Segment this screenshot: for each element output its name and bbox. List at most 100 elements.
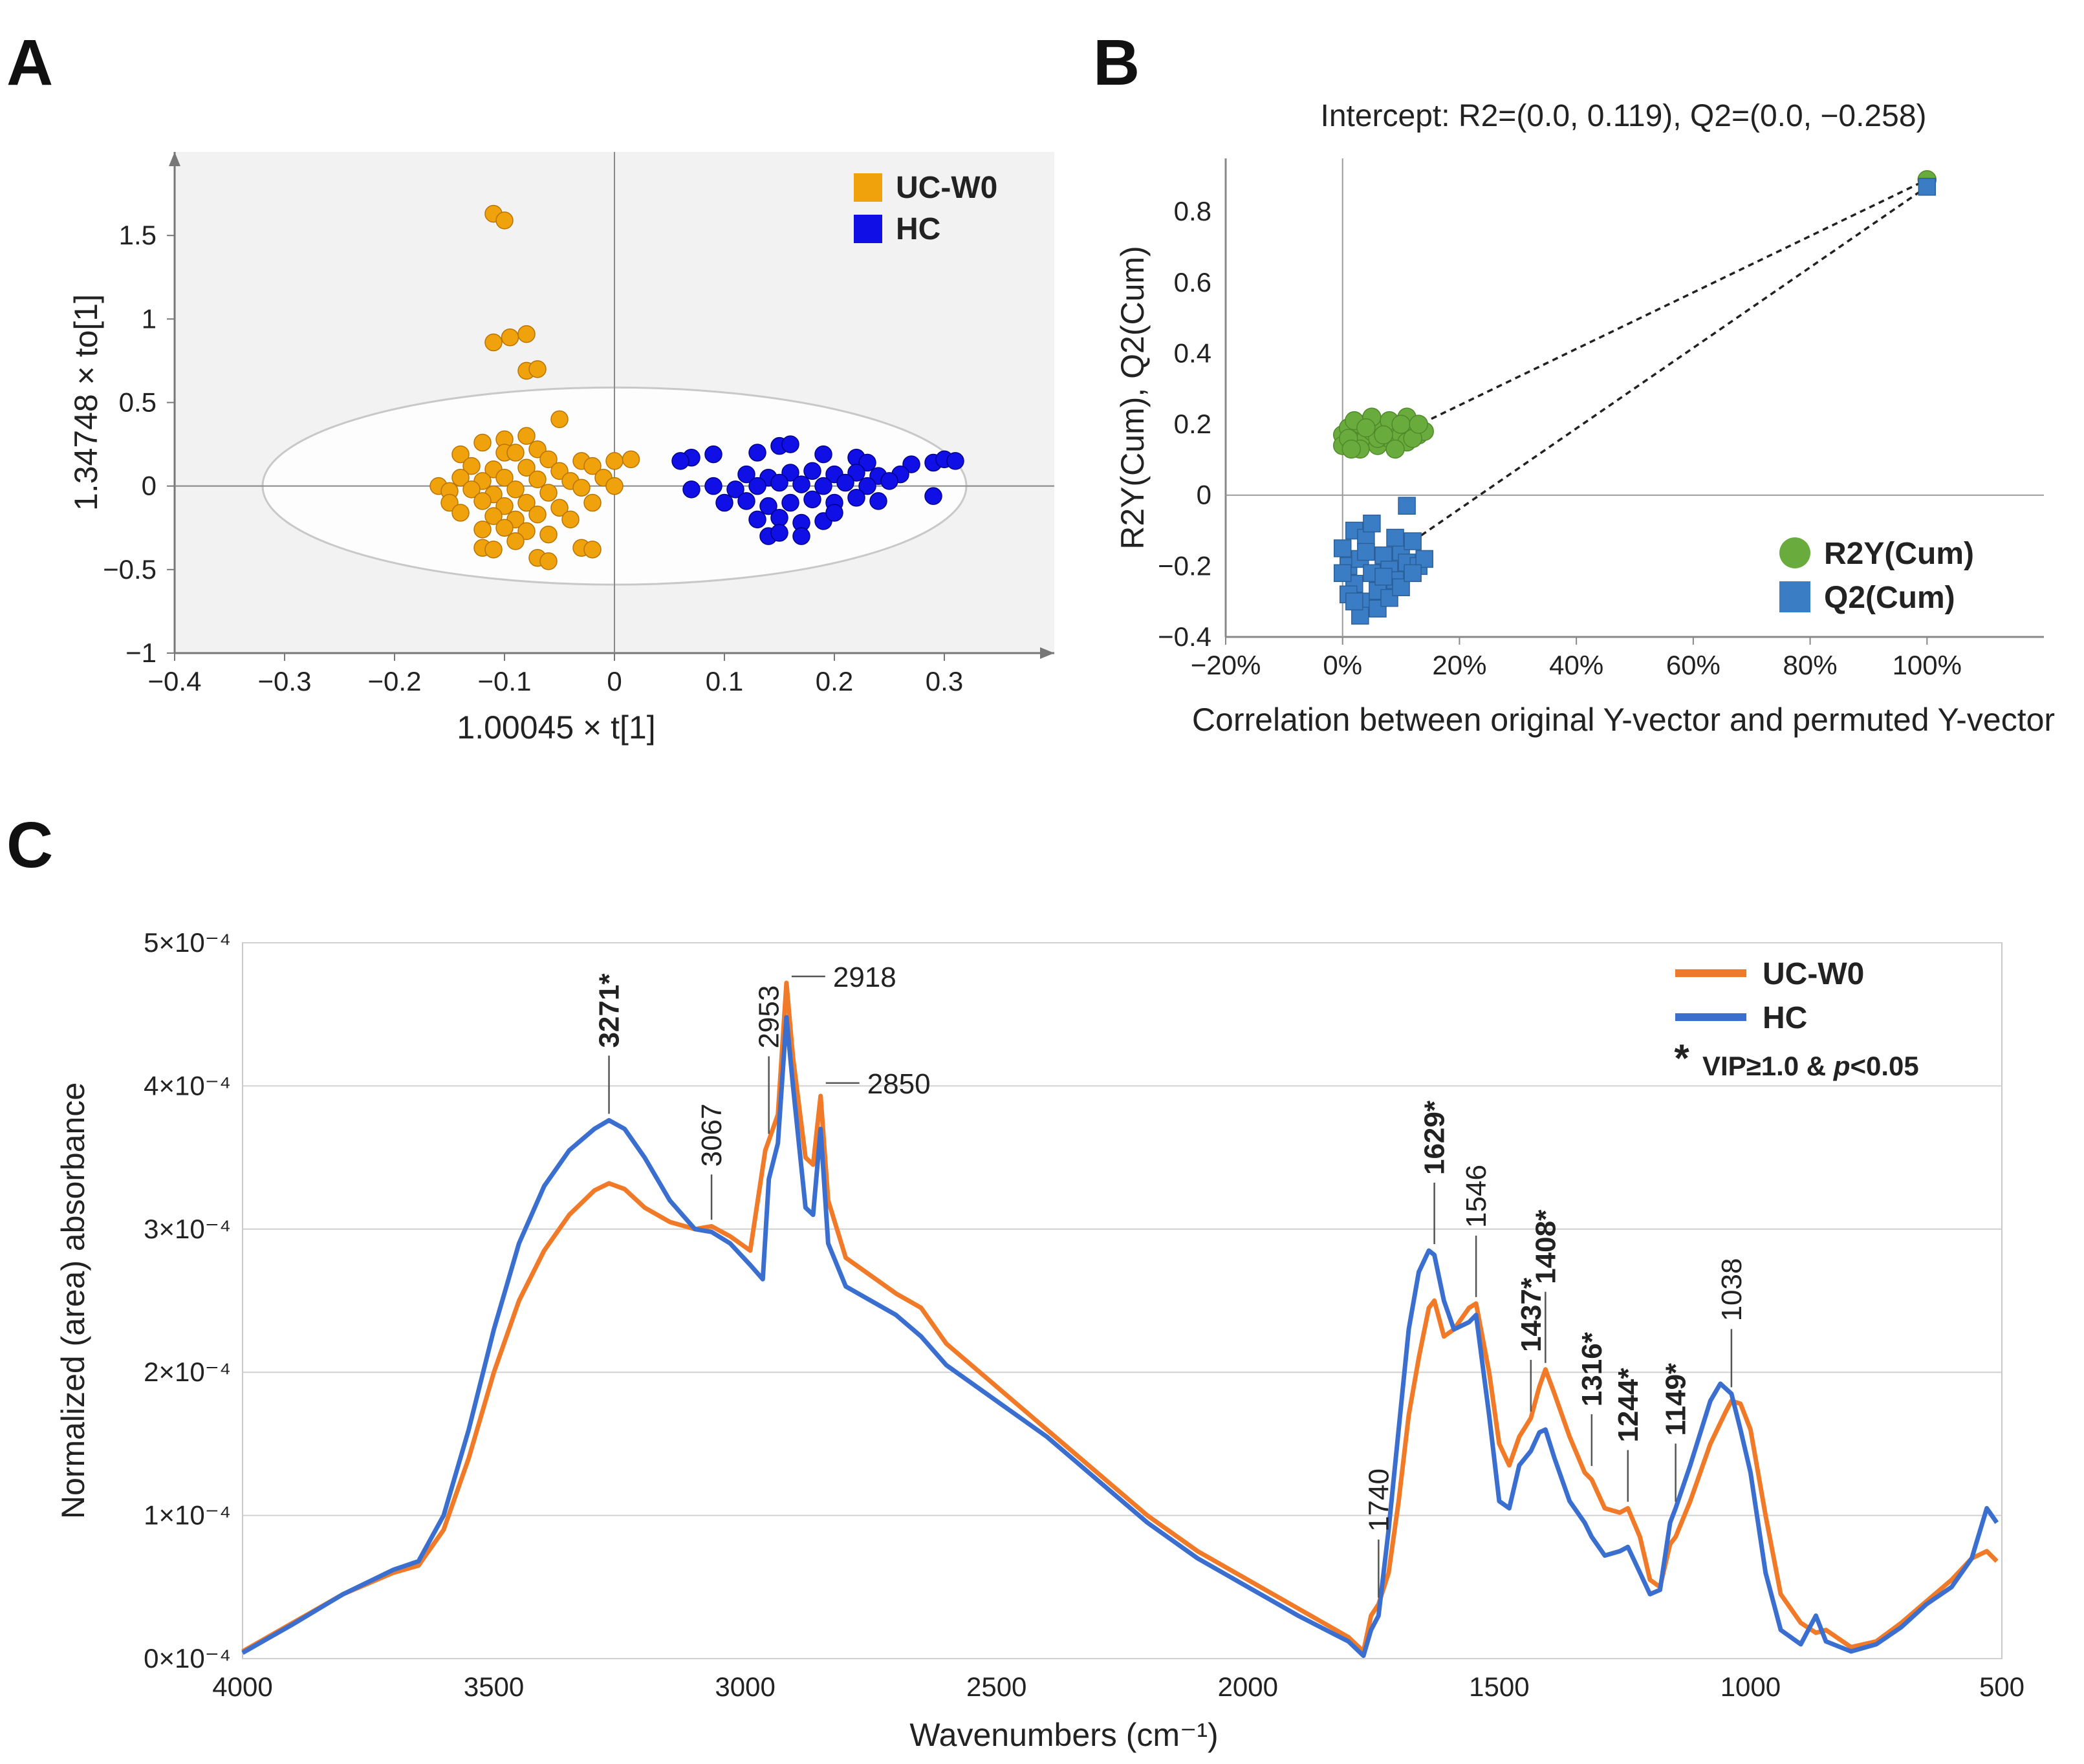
legend-note-text-a: VIP≥1.0 & [1702, 1051, 1834, 1081]
peak-annotation: 2850 [867, 1068, 931, 1100]
uc-w0-point [484, 333, 503, 352]
hc-point [770, 473, 788, 492]
q2-point [1357, 543, 1375, 561]
y-tick-label: 1.5 [119, 220, 157, 250]
hc-point [748, 444, 766, 462]
uc-w0-point [550, 499, 569, 517]
uc-w0-point [583, 493, 602, 512]
uc-w0-point [517, 427, 536, 445]
uc-w0-point [517, 325, 536, 343]
uc-w0-point [495, 469, 514, 487]
hc-point [704, 445, 722, 464]
panel-letter-a: A [6, 27, 54, 99]
hc-point [748, 477, 766, 495]
hc-point [880, 472, 898, 490]
x-tick-label: 40% [1549, 650, 1603, 680]
x-tick-label: −0.4 [148, 666, 202, 696]
peak-annotation: 1629* [1419, 1100, 1451, 1175]
uc-w0-point [473, 521, 492, 539]
y-tick-label: 0.4 [1174, 338, 1211, 368]
y-tick-label: 0.8 [1174, 196, 1211, 226]
x-tick-label: 1000 [1720, 1672, 1781, 1702]
y-tick-label: 0.5 [119, 387, 157, 418]
uc-w0-point [550, 410, 569, 429]
x-tick-label: 3000 [715, 1672, 775, 1702]
hc-point [946, 452, 964, 470]
hc-point [737, 465, 755, 484]
hc-point [792, 475, 810, 493]
q2-point [1918, 178, 1937, 196]
hc-point [759, 497, 777, 515]
y-axis-arrow [169, 152, 180, 166]
panel-letter-b: B [1093, 27, 1140, 99]
y-tick-label: 2×10⁻⁴ [144, 1357, 231, 1387]
uc-w0-point [561, 510, 580, 529]
hc-point [803, 462, 821, 480]
uc-w0-point [583, 457, 602, 475]
hc-point [748, 510, 766, 529]
uc-w0-point [484, 541, 503, 559]
hc-point [836, 473, 854, 492]
hc-point [737, 492, 755, 510]
legend-label: Q2(Cum) [1824, 581, 1955, 615]
legend-swatch [854, 173, 882, 202]
y-axis-title: 1.34748 × to[1] [68, 294, 104, 511]
hc-point [858, 453, 876, 472]
x-tick-label: 1500 [1469, 1672, 1529, 1702]
uc-w0-point [605, 452, 624, 470]
legend-note-star: * [1674, 1037, 1689, 1080]
uc-w0-point [528, 360, 547, 378]
x-tick-label: 2500 [966, 1672, 1026, 1702]
legend-note-italic: p [1833, 1051, 1851, 1081]
r2y-point [1374, 425, 1393, 445]
peak-annotation: 3067 [696, 1103, 728, 1167]
x-axis-title: Correlation between original Y-vector an… [1192, 702, 2055, 738]
legend-label: HC [1763, 1001, 1807, 1035]
legend-marker-circle [1779, 537, 1810, 568]
x-tick-label: 500 [1979, 1672, 2024, 1702]
uc-w0-point [495, 519, 514, 537]
y-tick-label: −0.5 [103, 554, 157, 585]
uc-w0-point [517, 493, 536, 512]
uc-w0-spectrum-line [241, 980, 1999, 1654]
uc-w0-point [550, 462, 569, 480]
y-tick-label: −0.2 [1158, 550, 1211, 581]
peak-annotation: 1546 [1460, 1165, 1492, 1228]
x-tick-label: 0.2 [816, 666, 853, 696]
uc-w0-point [440, 493, 459, 512]
x-tick-label: 80% [1783, 650, 1838, 680]
uc-w0-point [473, 492, 492, 510]
peak-annotation: 1316* [1576, 1331, 1608, 1406]
hc-point [847, 464, 865, 482]
hc-point [792, 527, 810, 545]
uc-w0-point [484, 507, 503, 525]
legend-label: HC [896, 212, 940, 246]
x-tick-label: 0 [607, 666, 622, 696]
legend-label: R2Y(Cum) [1824, 537, 1974, 571]
legend-note-text-b: <0.05 [1850, 1051, 1918, 1081]
x-tick-label: 0% [1323, 650, 1362, 680]
uc-w0-point [501, 328, 519, 347]
q2-point [1374, 568, 1393, 586]
peak-annotation: 1437* [1515, 1277, 1547, 1352]
peak-annotation: 1740 [1363, 1468, 1395, 1532]
y-tick-label: 0.2 [1174, 409, 1211, 439]
hc-point [847, 489, 865, 507]
hc-point [781, 493, 799, 512]
x-axis-title: 1.00045 × t[1] [457, 709, 655, 746]
regression-line [1412, 186, 1928, 543]
r2y-point [1356, 418, 1376, 438]
hc-point [726, 480, 744, 499]
uc-w0-point [451, 469, 470, 487]
y-axis-title: R2Y(Cum), Q2(Cum) [1114, 246, 1151, 549]
panel-letter-c: C [6, 809, 54, 881]
legend-marker-square [1779, 581, 1810, 612]
hc-point [869, 492, 887, 510]
hc-point [715, 493, 733, 512]
panel-b-permutation: Intercept: R2=(0.0, 0.119), Q2=(0.0, −0.… [1114, 99, 2055, 738]
hc-point [814, 445, 832, 464]
uc-w0-point [506, 444, 525, 462]
q2-point [1333, 539, 1352, 557]
y-tick-label: 0×10⁻⁴ [144, 1643, 231, 1673]
x-tick-label: 0.1 [706, 666, 743, 696]
